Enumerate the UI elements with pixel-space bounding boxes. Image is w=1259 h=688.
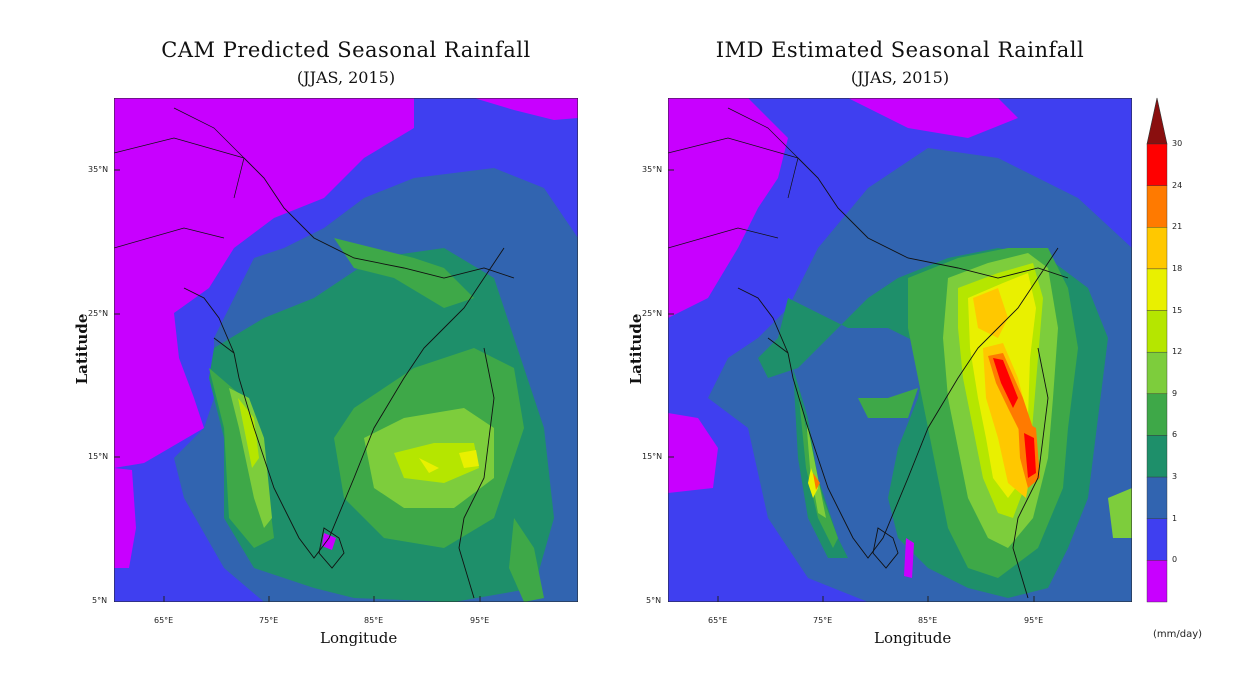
right-xaxis-label: Longitude [874, 629, 952, 647]
colorbar-level-label: 9 [1172, 388, 1178, 398]
right-coastline [737, 157, 1069, 599]
left-tick-marks [114, 169, 481, 602]
left-xtick: 85°E [364, 616, 384, 625]
colorbar-level-label: 3 [1172, 472, 1178, 482]
right-rainfall-map [668, 98, 1132, 602]
colorbar-level-label: 24 [1172, 180, 1183, 190]
colorbar-level-label: 15 [1172, 305, 1183, 315]
right-xtick: 65°E [708, 616, 728, 625]
right-map-title: IMD Estimated Seasonal Rainfall [715, 38, 1085, 62]
left-contours [114, 98, 578, 602]
left-ytick: 25°N [88, 309, 109, 318]
left-ytick: 35°N [88, 165, 109, 174]
left-ytick: 5°N [92, 596, 108, 605]
colorbar-level-label: 12 [1172, 347, 1183, 357]
colorbar-segments [1146, 143, 1168, 603]
colorbar-level-label: 1 [1172, 513, 1178, 523]
left-xtick: 65°E [154, 616, 174, 625]
right-map-subtitle: (JJAS, 2015) [850, 68, 950, 87]
colorbar-segment [1146, 435, 1168, 478]
colorbar-level-label: 0 [1172, 555, 1178, 565]
left-ytick: 15°N [88, 452, 109, 461]
left-rainfall-map [114, 98, 578, 602]
colorbar-level-label: 6 [1172, 430, 1178, 440]
colorbar-segment [1146, 476, 1168, 519]
right-xtick: 95°E [1024, 616, 1044, 625]
left-coastline [183, 157, 515, 599]
colorbar-segment [1146, 518, 1168, 561]
colorbar-segment [1146, 560, 1168, 603]
right-tick-marks [668, 169, 1035, 602]
colorbar-segment [1146, 351, 1168, 395]
colorbar-level-label: 18 [1172, 263, 1183, 273]
right-yaxis-label: Latitude [627, 313, 645, 385]
colorbar [1146, 97, 1168, 603]
left-xtick: 75°E [259, 616, 279, 625]
right-contours [668, 98, 1132, 602]
right-xtick: 85°E [918, 616, 938, 625]
right-ytick: 25°N [642, 309, 663, 318]
colorbar-overflow-arrow [1146, 97, 1168, 145]
right-ytick: 35°N [642, 165, 663, 174]
colorbar-units: (mm/day) [1153, 629, 1203, 640]
colorbar-segment [1146, 393, 1168, 436]
left-xaxis-label: Longitude [320, 629, 398, 647]
colorbar-segment [1146, 185, 1168, 228]
colorbar-segment [1146, 227, 1168, 270]
right-ytick: 5°N [646, 596, 662, 605]
left-xtick: 95°E [470, 616, 490, 625]
colorbar-segment [1146, 268, 1168, 311]
colorbar-segment [1146, 143, 1168, 186]
left-yaxis-label: Latitude [73, 313, 91, 385]
right-ytick: 15°N [642, 452, 663, 461]
colorbar-level-label: 21 [1172, 222, 1183, 232]
left-map-subtitle: (JJAS, 2015) [296, 68, 396, 87]
colorbar-level-label: 30 [1172, 139, 1183, 148]
right-xtick: 75°E [813, 616, 833, 625]
left-map-title: CAM Predicted Seasonal Rainfall [161, 38, 531, 62]
colorbar-segment [1146, 310, 1168, 353]
